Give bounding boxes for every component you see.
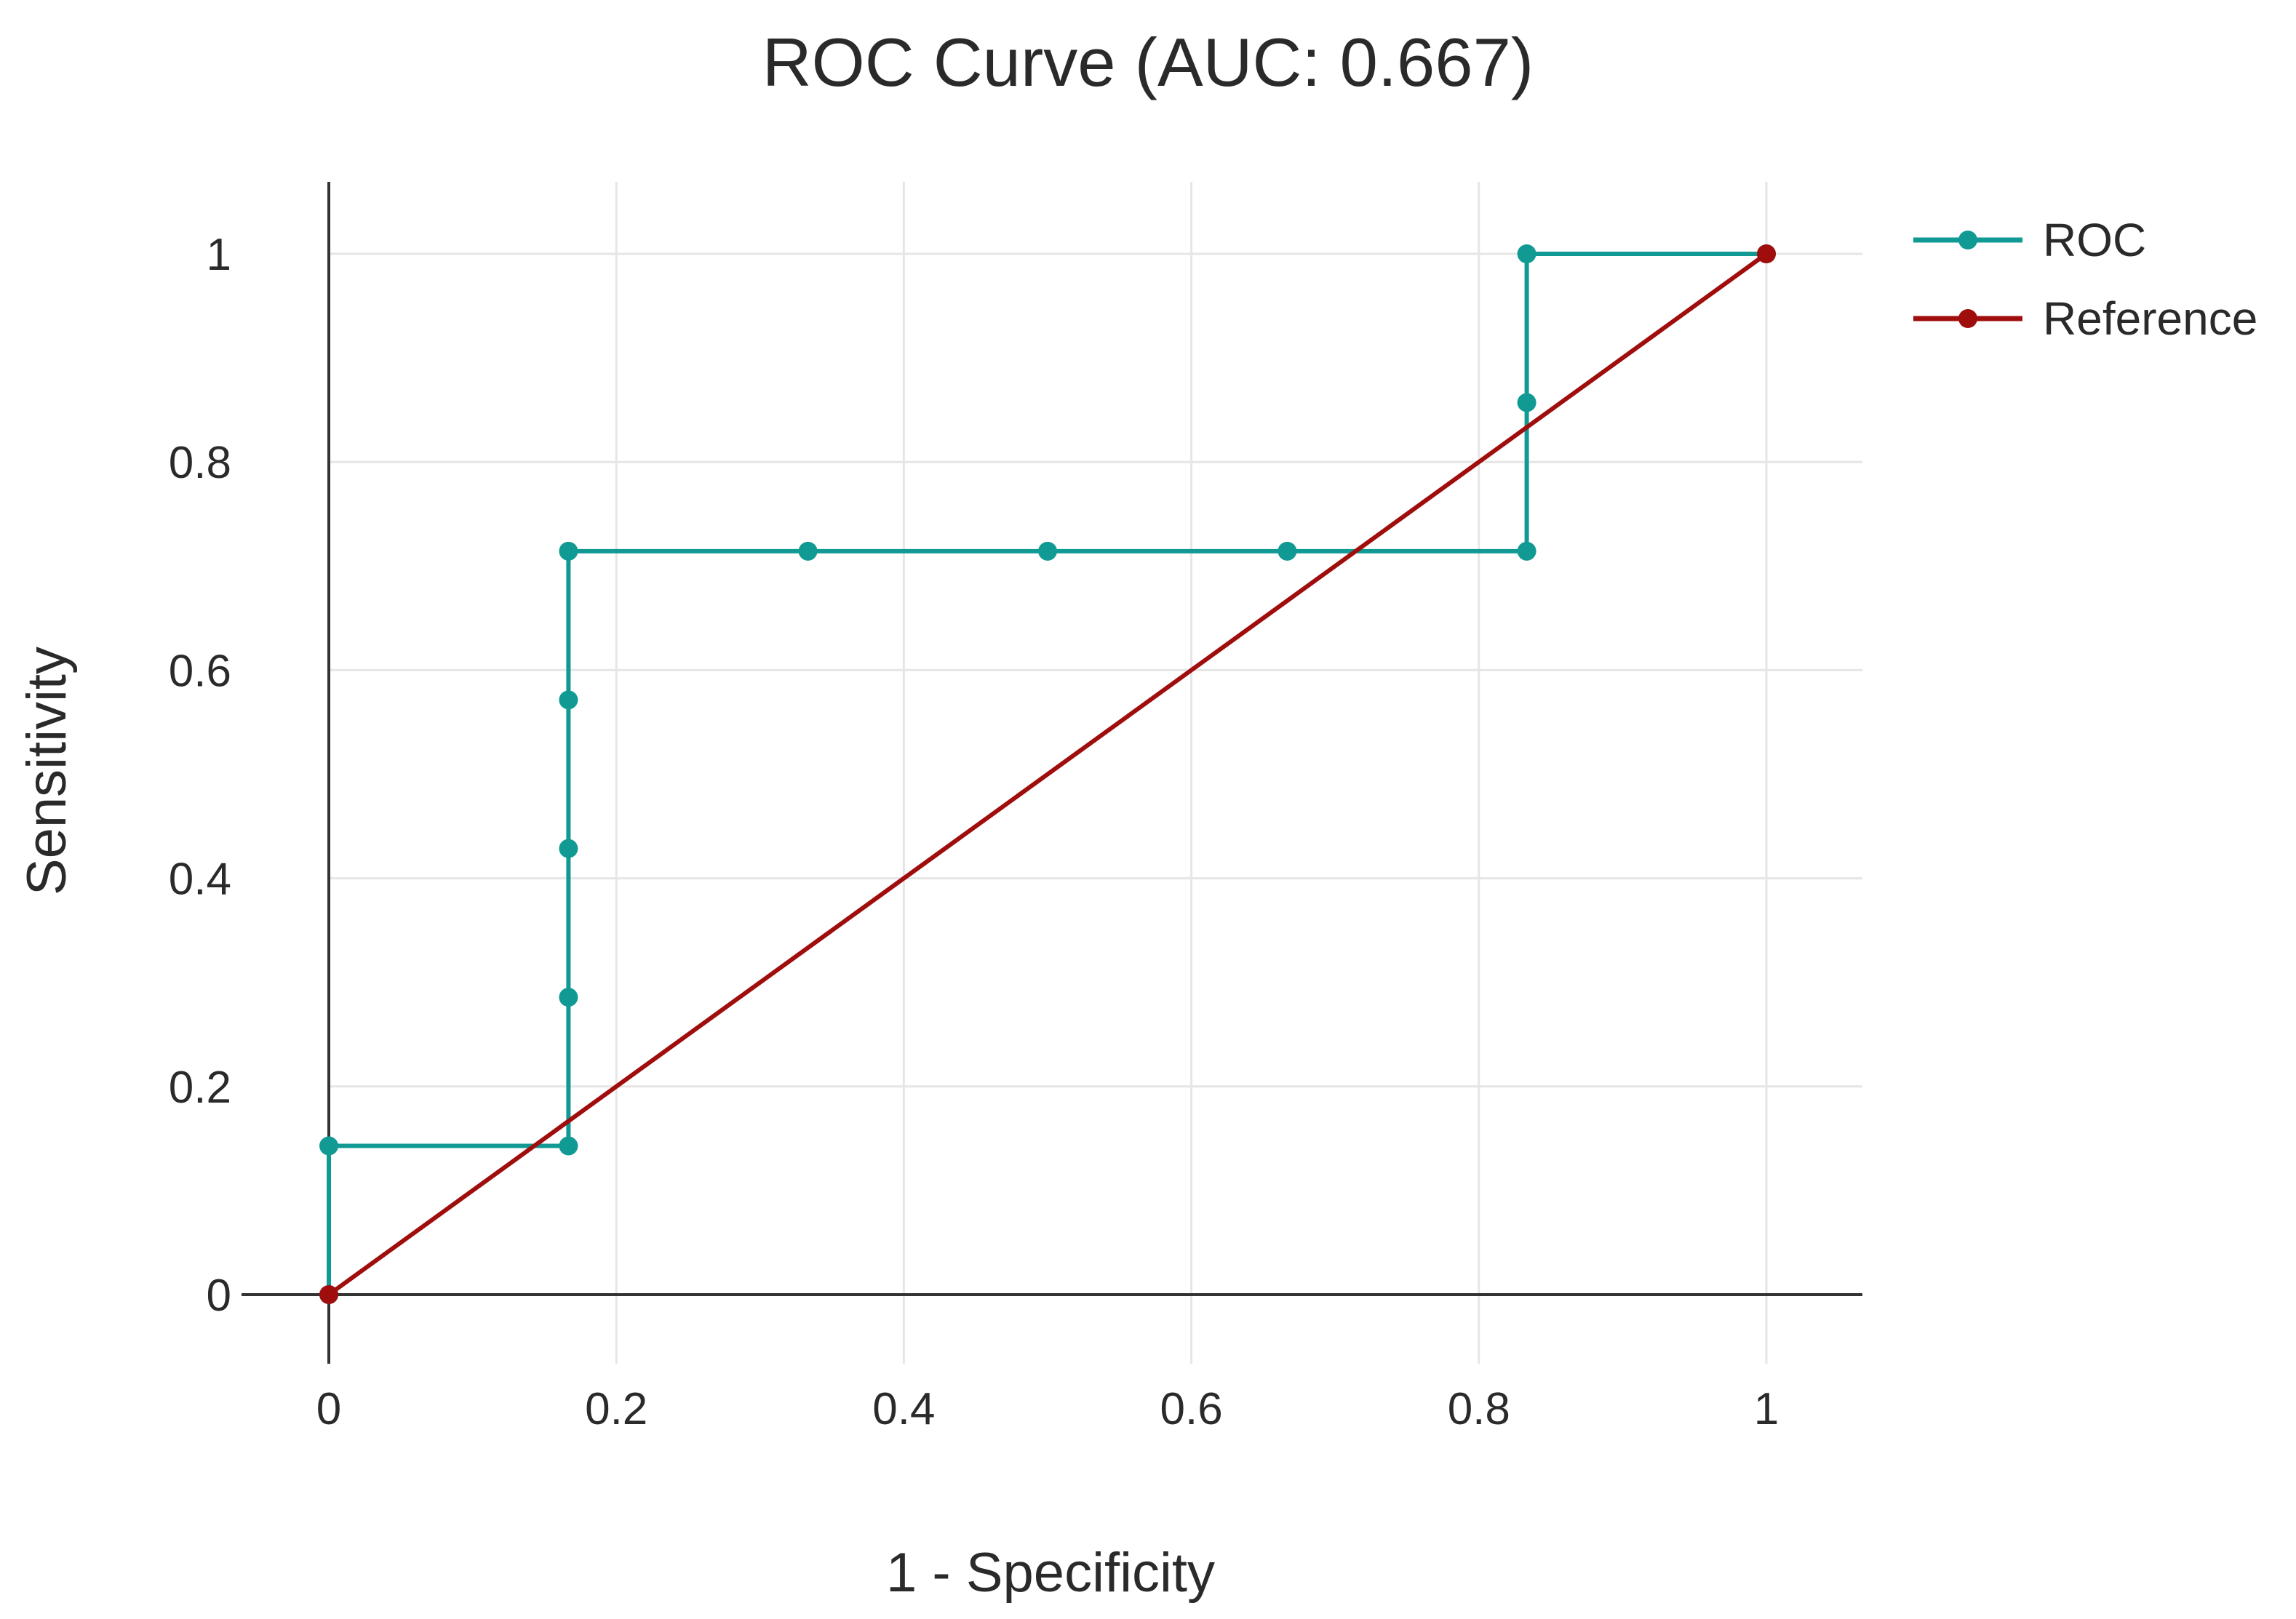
x-tick-label: 1: [1754, 1384, 1779, 1434]
reference-line: [327, 252, 1768, 1297]
roc-point: [559, 541, 578, 561]
roc-point: [1038, 541, 1057, 561]
reference-point: [1757, 244, 1776, 263]
roc-point: [319, 1136, 338, 1156]
roc-point: [1517, 541, 1536, 561]
plot-series: [319, 244, 1776, 1304]
y-tick-label: 1: [207, 230, 231, 280]
x-tick-label: 0.8: [1448, 1384, 1510, 1434]
roc-point: [798, 541, 818, 561]
x-tick-label: 0.4: [872, 1384, 935, 1434]
roc-point: [559, 988, 578, 1007]
roc-point: [1517, 393, 1536, 412]
y-tick-label: 0.8: [169, 438, 231, 488]
legend-roc-marker: [1958, 231, 1977, 249]
roc-point: [559, 839, 578, 858]
x-axis-label: 1 - Specificity: [886, 1542, 1215, 1604]
x-tick-label: 0: [316, 1384, 341, 1434]
reference-point: [319, 1285, 338, 1304]
y-axis-label: Sensitivity: [16, 647, 78, 895]
legend-roc-label: ROC: [2043, 214, 2146, 266]
x-tick-label: 0.6: [1160, 1384, 1222, 1434]
roc-point: [559, 690, 578, 710]
roc-point: [1517, 244, 1536, 263]
x-axis-ticks: 0 0.2 0.4 0.6 0.8 1: [316, 1384, 1779, 1434]
legend-reference-marker: [1958, 309, 1977, 328]
roc-point: [1277, 541, 1297, 561]
y-tick-label: 0.4: [169, 855, 231, 905]
y-tick-label: 0.2: [169, 1063, 231, 1113]
gridlines: [329, 182, 1862, 1364]
x-tick-label: 0.2: [585, 1384, 647, 1434]
chart-title: ROC Curve (AUC: 0.667): [762, 24, 1534, 100]
legend: ROC Reference: [1913, 214, 2257, 345]
y-tick-label: 0: [207, 1271, 231, 1321]
y-tick-label: 0.6: [169, 646, 231, 696]
legend-reference-label: Reference: [2043, 292, 2257, 345]
roc-point: [559, 1136, 578, 1156]
y-axis-ticks: 0 0.2 0.4 0.6 0.8 1: [169, 230, 231, 1321]
